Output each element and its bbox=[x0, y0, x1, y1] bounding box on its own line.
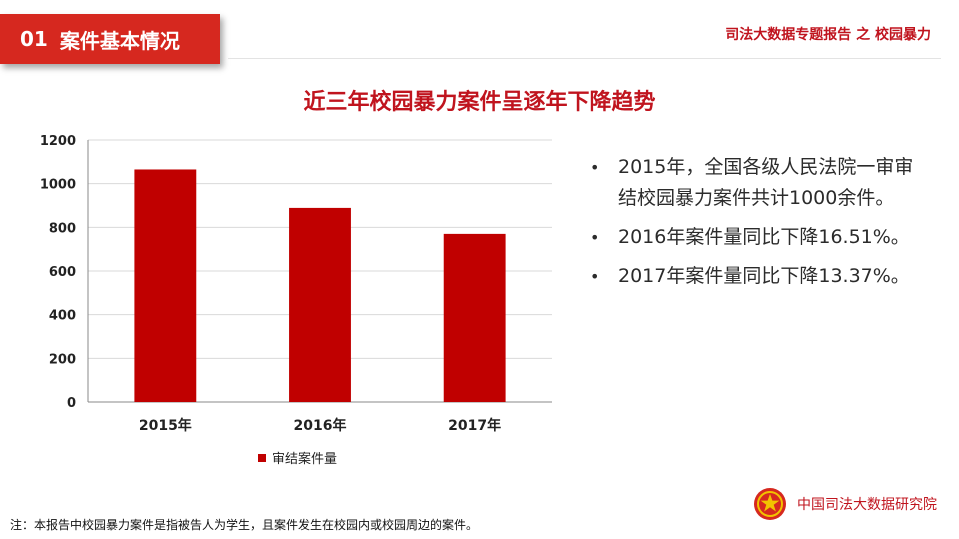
header-divider bbox=[228, 58, 941, 59]
y-tick-label: 800 bbox=[49, 221, 76, 236]
national-emblem-icon bbox=[754, 488, 786, 520]
organization-name: 中国司法大数据研究院 bbox=[797, 497, 937, 513]
bar bbox=[289, 207, 351, 402]
section-title: 案件基本情况 bbox=[59, 28, 180, 53]
finding-text: 2016年案件量同比下降16.51%。 bbox=[618, 226, 910, 248]
bar bbox=[443, 233, 506, 402]
finding-item: • 2016年案件量同比下降16.51%。 bbox=[590, 222, 930, 253]
x-tick-label: 2015年 bbox=[139, 417, 192, 434]
finding-item: • 2015年，全国各级人民法院一审审结校园暴力案件共计1000余件。 bbox=[590, 152, 930, 214]
bullet-dot: • bbox=[590, 228, 600, 247]
slide-headline: 近三年校园暴力案件呈逐年下降趋势 bbox=[303, 90, 656, 115]
bar bbox=[134, 169, 197, 402]
chart-legend: 审结案件量 bbox=[258, 448, 337, 467]
y-tick-label: 400 bbox=[49, 309, 76, 324]
organization-logo: 中国司法大数据研究院 bbox=[753, 487, 937, 521]
finding-text: 2015年，全国各级人民法院一审审结校园暴力案件共计1000余件。 bbox=[618, 156, 914, 209]
bar-chart: 0 200 400 600 800 1000 1200 2015年 2016年 2017年 bbox=[40, 134, 552, 434]
footnote: 注：本报告中校园暴力案件是指被告人为学生，且案件发生在校园内或校园周边的案件。 bbox=[10, 518, 479, 532]
legend-label: 审结案件量 bbox=[272, 452, 338, 467]
finding-item: • 2017年案件量同比下降13.37%。 bbox=[590, 261, 930, 292]
key-findings-list: • 2015年，全国各级人民法院一审审结校园暴力案件共计1000余件。 • 2016… bbox=[590, 152, 930, 300]
finding-text: 2017年案件量同比下降13.37%。 bbox=[618, 265, 910, 287]
bullet-dot: • bbox=[590, 267, 600, 286]
section-number: 01 bbox=[20, 27, 48, 51]
bullet-dot: • bbox=[590, 158, 600, 177]
section-badge: 01 案件基本情况 bbox=[0, 14, 220, 64]
y-tick-label: 1000 bbox=[40, 178, 76, 193]
y-tick-label: 200 bbox=[49, 352, 76, 367]
report-title: 司法大数据专题报告 之 校园暴力 bbox=[725, 27, 931, 43]
x-tick-label: 2017年 bbox=[448, 417, 501, 434]
y-tick-label: 0 bbox=[67, 396, 76, 411]
x-tick-label: 2016年 bbox=[294, 417, 347, 434]
y-tick-label: 1200 bbox=[40, 134, 76, 149]
y-tick-label: 600 bbox=[49, 265, 76, 280]
legend-swatch bbox=[258, 453, 266, 462]
